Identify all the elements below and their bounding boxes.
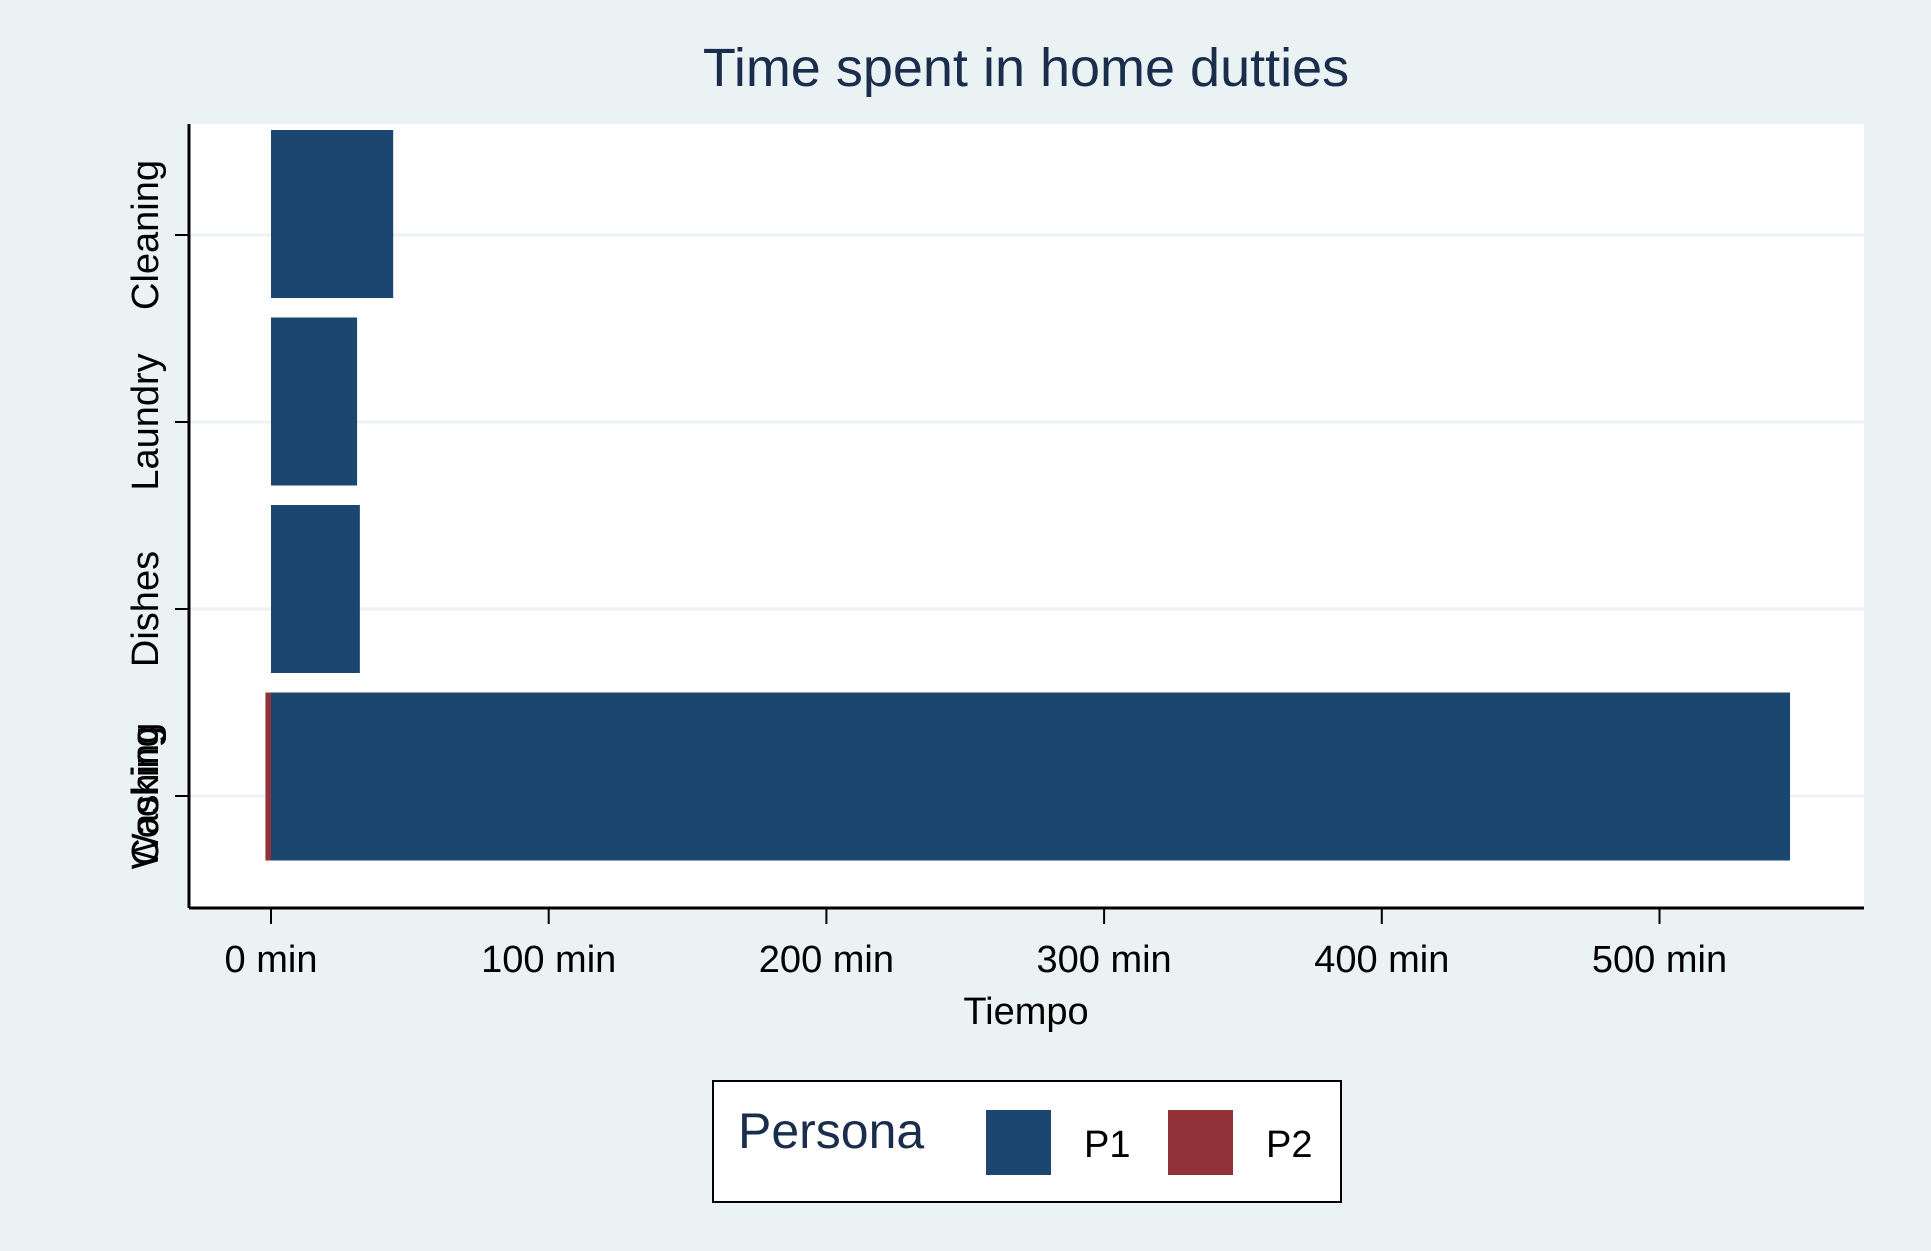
legend-title: Persona <box>738 1103 924 1159</box>
axes: 0 min 100 min 200 min 300 min 400 min 500 min… <box>125 124 1864 981</box>
bar-p2-cooking <box>265 692 271 861</box>
legend-label-p1: P1 <box>1084 1124 1130 1166</box>
x-tick-label: 0 min <box>225 939 318 981</box>
legend-swatch-p2 <box>1168 1110 1233 1175</box>
y-tick-label-dishes: Dishes <box>125 551 167 667</box>
bars <box>265 130 1791 861</box>
bar-p1-dishes <box>271 505 360 673</box>
x-tick-label: 300 min <box>1036 939 1171 981</box>
legend: Persona P1 P2 <box>712 1080 1342 1203</box>
legend-label-p2: P2 <box>1266 1124 1312 1166</box>
y-tick-label-laundry: Laundry <box>125 353 167 490</box>
bar-p1-laundry <box>271 317 358 486</box>
x-tick-label: 200 min <box>759 939 894 981</box>
bar-p1-cleaning <box>271 130 394 298</box>
legend-swatch-p1 <box>986 1110 1051 1175</box>
y-tick-label-cooking: Cooking <box>125 726 167 865</box>
y-tick-label-washing: Washing <box>125 723 167 869</box>
bar-p1-cooking <box>271 692 1791 861</box>
x-tick-label: 100 min <box>481 939 616 981</box>
chart-title: Time spent in home dutties <box>703 38 1349 98</box>
legend-entries: P1 P2 <box>986 1110 1312 1175</box>
x-tick-label: 500 min <box>1592 939 1727 981</box>
x-axis-title: Tiempo <box>963 991 1088 1033</box>
y-tick-label-cleaning: Cleaning <box>125 160 167 310</box>
x-tick-label: 400 min <box>1314 939 1449 981</box>
